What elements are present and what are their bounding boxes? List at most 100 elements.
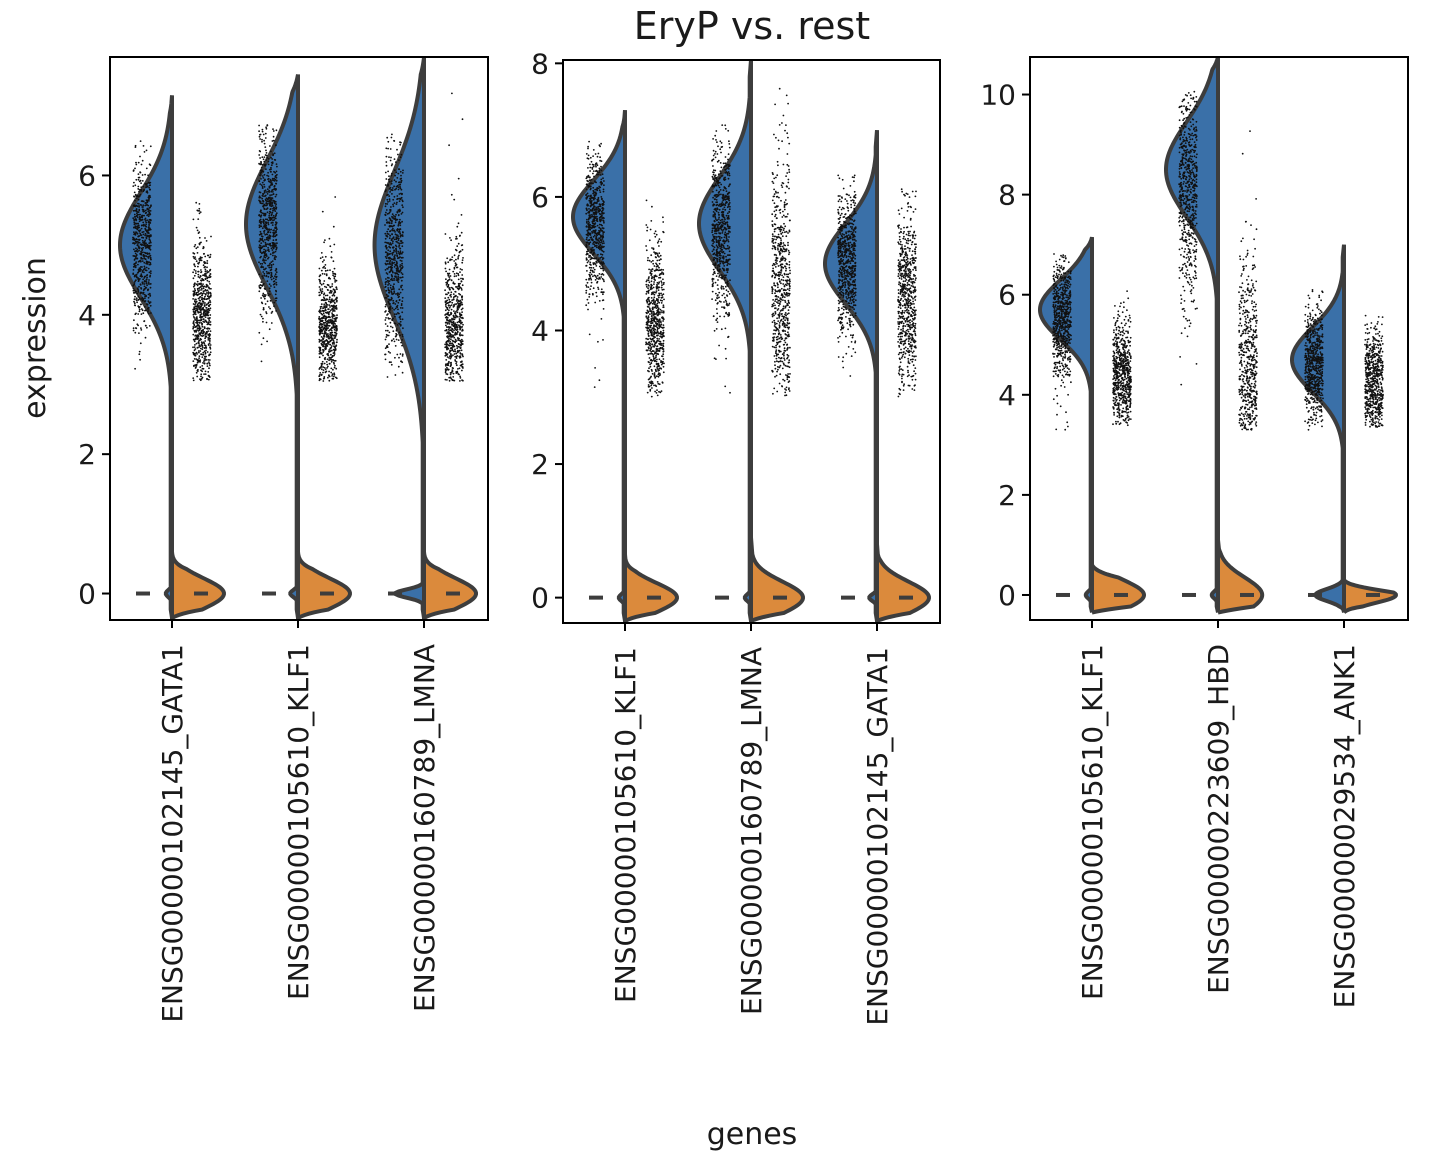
- point: [591, 230, 593, 233]
- point: [450, 364, 452, 367]
- point: [585, 289, 588, 292]
- point: [318, 291, 321, 294]
- point: [645, 293, 648, 295]
- point: [587, 308, 589, 311]
- point: [193, 306, 196, 308]
- point: [591, 222, 594, 225]
- point: [590, 160, 593, 163]
- point: [140, 287, 142, 289]
- point: [259, 200, 262, 203]
- point: [140, 227, 143, 230]
- point: [461, 296, 463, 299]
- point: [593, 251, 595, 254]
- point: [321, 326, 324, 328]
- point: [461, 261, 464, 264]
- point: [258, 195, 261, 198]
- point: [385, 336, 388, 338]
- point: [589, 241, 592, 244]
- point: [452, 293, 455, 295]
- point: [662, 329, 665, 332]
- point: [661, 299, 663, 302]
- point: [333, 294, 336, 297]
- point: [334, 319, 337, 321]
- point: [147, 283, 150, 285]
- point: [446, 307, 449, 309]
- point: [589, 166, 592, 169]
- point: [449, 349, 451, 352]
- point: [656, 358, 658, 361]
- point: [260, 281, 263, 283]
- point: [388, 271, 391, 274]
- point: [204, 272, 207, 275]
- point: [202, 362, 204, 364]
- point: [262, 133, 265, 136]
- point: [141, 299, 144, 302]
- point: [645, 245, 647, 247]
- point: [658, 374, 661, 377]
- point: [202, 247, 205, 250]
- point: [658, 342, 660, 345]
- point: [593, 175, 595, 178]
- point: [140, 298, 143, 300]
- point: [273, 301, 276, 304]
- point: [199, 299, 202, 302]
- point: [386, 376, 389, 378]
- point: [209, 256, 212, 258]
- point: [328, 237, 331, 240]
- point: [597, 187, 600, 190]
- point: [263, 156, 266, 159]
- point: [602, 233, 604, 235]
- point: [206, 378, 209, 381]
- point: [266, 203, 269, 205]
- point: [144, 295, 147, 298]
- point: [391, 242, 394, 245]
- point: [271, 197, 274, 200]
- point: [388, 280, 391, 282]
- point: [455, 314, 457, 317]
- point: [145, 309, 147, 312]
- point: [266, 188, 269, 191]
- point: [134, 280, 136, 283]
- point: [134, 234, 137, 236]
- point: [193, 329, 196, 332]
- point: [136, 225, 138, 228]
- point: [331, 355, 334, 358]
- point: [448, 342, 451, 345]
- point: [197, 270, 200, 273]
- point: [386, 329, 389, 332]
- point: [209, 347, 212, 350]
- point: [268, 234, 271, 237]
- point: [272, 283, 275, 286]
- point: [332, 341, 335, 344]
- point: [400, 242, 403, 245]
- point: [134, 199, 136, 202]
- point: [262, 158, 265, 161]
- point: [596, 187, 599, 190]
- point: [400, 141, 402, 144]
- point: [662, 278, 664, 281]
- point: [399, 240, 402, 242]
- point: [263, 232, 266, 234]
- point: [208, 305, 210, 308]
- point: [326, 336, 328, 338]
- point: [659, 272, 662, 275]
- point: [269, 253, 272, 256]
- point: [460, 317, 463, 319]
- point: [449, 326, 452, 328]
- point: [601, 242, 604, 245]
- point: [444, 314, 446, 316]
- point: [136, 248, 139, 251]
- point: [444, 321, 447, 324]
- point: [594, 164, 597, 166]
- point: [585, 212, 588, 215]
- point: [457, 368, 459, 370]
- point: [658, 238, 661, 241]
- point: [196, 329, 198, 331]
- point: [460, 334, 463, 336]
- point: [132, 242, 134, 245]
- point: [199, 314, 202, 316]
- point: [320, 344, 323, 346]
- point: [204, 255, 207, 258]
- point: [589, 236, 592, 239]
- point: [141, 208, 144, 211]
